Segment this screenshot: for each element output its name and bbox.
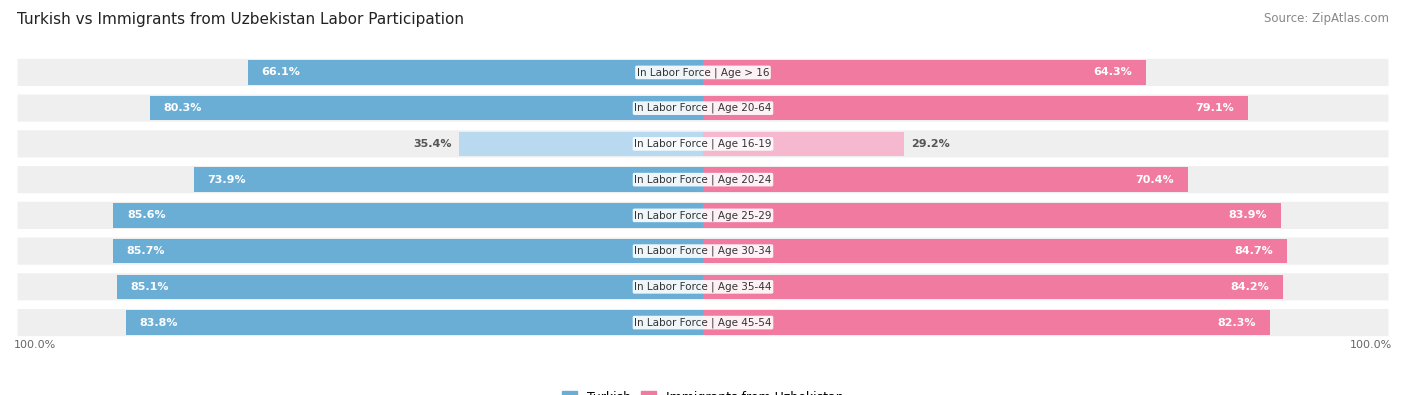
Text: 100.0%: 100.0% [14,340,56,350]
FancyBboxPatch shape [17,94,1389,122]
Bar [117,275,703,299]
Bar [150,96,703,120]
Text: In Labor Force | Age 25-29: In Labor Force | Age 25-29 [634,210,772,221]
FancyBboxPatch shape [17,237,1389,265]
FancyBboxPatch shape [17,130,1389,158]
Text: 100.0%: 100.0% [1350,340,1392,350]
Text: 84.7%: 84.7% [1234,246,1272,256]
FancyBboxPatch shape [17,273,1389,301]
Text: 79.1%: 79.1% [1195,103,1234,113]
Text: In Labor Force | Age 30-34: In Labor Force | Age 30-34 [634,246,772,256]
Text: Turkish vs Immigrants from Uzbekistan Labor Participation: Turkish vs Immigrants from Uzbekistan La… [17,12,464,27]
Text: 85.6%: 85.6% [127,211,166,220]
Text: 80.3%: 80.3% [163,103,202,113]
Bar [114,203,703,228]
Text: 70.4%: 70.4% [1136,175,1174,184]
Text: In Labor Force | Age 45-54: In Labor Force | Age 45-54 [634,317,772,328]
Legend: Turkish, Immigrants from Uzbekistan: Turkish, Immigrants from Uzbekistan [558,387,848,395]
Text: 29.2%: 29.2% [911,139,950,149]
Bar [247,60,703,85]
Bar [703,167,1188,192]
Bar [703,203,1281,228]
Text: In Labor Force | Age 20-64: In Labor Force | Age 20-64 [634,103,772,113]
Bar [703,275,1284,299]
Text: In Labor Force | Age 16-19: In Labor Force | Age 16-19 [634,139,772,149]
Text: 35.4%: 35.4% [413,139,453,149]
FancyBboxPatch shape [17,202,1389,229]
Text: 85.1%: 85.1% [131,282,169,292]
Bar [703,132,904,156]
Bar [112,239,703,263]
Text: 84.2%: 84.2% [1230,282,1270,292]
Bar [703,310,1270,335]
Text: In Labor Force | Age > 16: In Labor Force | Age > 16 [637,67,769,78]
FancyBboxPatch shape [17,309,1389,336]
Text: 83.8%: 83.8% [139,318,179,327]
Bar [125,310,703,335]
Bar [703,60,1146,85]
Bar [703,239,1286,263]
Text: 83.9%: 83.9% [1229,211,1267,220]
Text: In Labor Force | Age 35-44: In Labor Force | Age 35-44 [634,282,772,292]
Text: 64.3%: 64.3% [1094,68,1132,77]
Bar [194,167,703,192]
FancyBboxPatch shape [17,59,1389,86]
Text: Source: ZipAtlas.com: Source: ZipAtlas.com [1264,12,1389,25]
Text: 73.9%: 73.9% [208,175,246,184]
Text: 82.3%: 82.3% [1218,318,1256,327]
Text: 66.1%: 66.1% [262,68,301,77]
Text: In Labor Force | Age 20-24: In Labor Force | Age 20-24 [634,174,772,185]
FancyBboxPatch shape [17,166,1389,193]
Text: 85.7%: 85.7% [127,246,165,256]
Bar [460,132,703,156]
Bar [703,96,1249,120]
